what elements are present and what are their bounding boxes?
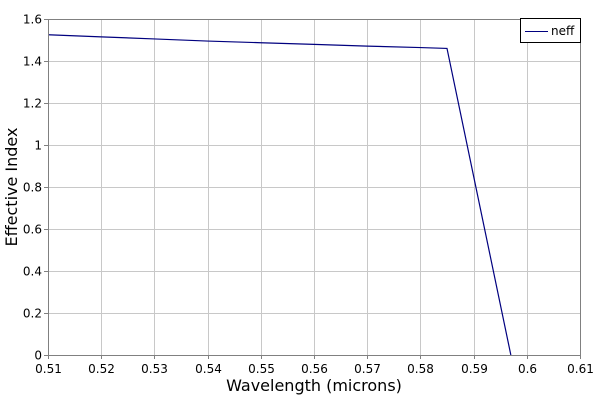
y-tick-label: 1.2 — [23, 97, 42, 111]
y-tick-label: 1.4 — [23, 55, 42, 69]
x-axis-title: Wavelength (microns) — [226, 376, 402, 395]
y-tick-label: 1.6 — [23, 13, 42, 27]
y-tick-label: 0 — [34, 349, 42, 363]
x-tick-label: 0.57 — [354, 362, 381, 376]
legend-box — [520, 18, 581, 43]
series-line-neff — [47, 34, 512, 356]
x-tick-label: 0.61 — [567, 362, 594, 376]
series-layer — [47, 34, 512, 356]
x-tick-label: 0.58 — [407, 362, 434, 376]
x-tick-label: 0.6 — [518, 362, 537, 376]
x-tick-label: 0.51 — [35, 362, 62, 376]
x-tick-label: 0.52 — [88, 362, 115, 376]
x-tick-label: 0.56 — [301, 362, 328, 376]
x-tick-label: 0.53 — [141, 362, 168, 376]
x-tick-label: 0.55 — [248, 362, 275, 376]
plot-frame — [48, 19, 581, 356]
x-tick-label: 0.59 — [461, 362, 488, 376]
y-tick-label: 0.4 — [23, 265, 42, 279]
y-tick-label: 0.8 — [23, 181, 42, 195]
y-axis-title: Effective Index — [2, 128, 21, 247]
legend: neff — [520, 18, 581, 43]
x-tick-label: 0.54 — [195, 362, 222, 376]
legend-label-neff: neff — [551, 24, 575, 38]
tick-labels: 0.51 0.52 0.53 0.54 0.55 0.56 0.57 0.58 0.59 0.6 0… — [23, 13, 594, 377]
y-tick-label: 0.2 — [23, 307, 42, 321]
y-tick-label: 0.6 — [23, 223, 42, 237]
y-tick-label: 1 — [34, 139, 42, 153]
